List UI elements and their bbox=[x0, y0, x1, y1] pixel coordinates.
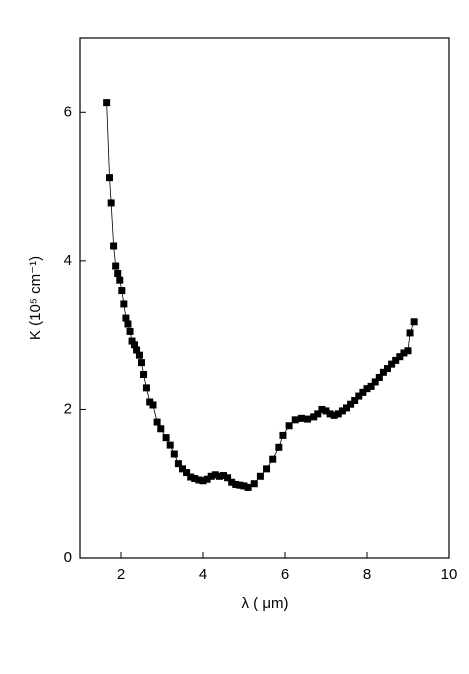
data-point bbox=[410, 318, 418, 326]
data-point bbox=[215, 472, 223, 480]
data-point bbox=[244, 483, 252, 491]
data-point bbox=[240, 482, 248, 490]
data-point bbox=[232, 480, 240, 488]
data-point bbox=[124, 320, 132, 328]
data-point bbox=[392, 356, 400, 364]
data-point bbox=[269, 455, 277, 463]
data-point bbox=[326, 410, 334, 418]
x-tick-label: 6 bbox=[281, 566, 289, 583]
data-point bbox=[359, 388, 367, 396]
data-point bbox=[404, 347, 412, 355]
data-point bbox=[207, 472, 215, 480]
data-point bbox=[183, 469, 191, 477]
data-point bbox=[170, 450, 178, 458]
data-point bbox=[379, 368, 387, 376]
data-point bbox=[355, 392, 363, 400]
x-axis-label: λ ( μm) bbox=[242, 595, 289, 612]
data-point bbox=[120, 300, 128, 308]
data-point bbox=[195, 476, 203, 484]
data-point bbox=[153, 418, 161, 426]
data-point bbox=[318, 405, 326, 413]
data-point bbox=[116, 276, 124, 284]
data-point bbox=[228, 478, 236, 486]
data-point bbox=[224, 474, 232, 482]
data-point bbox=[285, 422, 293, 430]
data-point bbox=[126, 327, 134, 335]
data-point bbox=[203, 475, 211, 483]
data-point bbox=[211, 471, 219, 479]
data-point bbox=[107, 199, 115, 207]
data-point bbox=[191, 475, 199, 483]
data-point bbox=[310, 413, 318, 421]
data-point bbox=[199, 477, 207, 485]
x-tick-label: 2 bbox=[117, 566, 125, 583]
data-point bbox=[157, 425, 165, 433]
data-point bbox=[179, 465, 186, 473]
data-point bbox=[128, 337, 136, 345]
data-point bbox=[131, 341, 139, 349]
data-point bbox=[236, 481, 244, 489]
y-tick-label: 0 bbox=[64, 549, 72, 566]
data-point bbox=[388, 360, 396, 368]
data-point bbox=[174, 460, 182, 468]
data-point bbox=[263, 465, 271, 473]
data-point bbox=[396, 353, 404, 361]
x-tick-label: 10 bbox=[441, 566, 458, 583]
data-point bbox=[275, 443, 283, 451]
x-tick-label: 8 bbox=[363, 566, 371, 583]
y-tick-label: 2 bbox=[64, 400, 72, 417]
data-point bbox=[363, 385, 371, 393]
data-point bbox=[314, 410, 322, 418]
x-tick-label: 4 bbox=[199, 566, 207, 583]
data-point bbox=[367, 382, 375, 390]
data-point bbox=[166, 441, 174, 449]
data-point bbox=[103, 99, 111, 107]
data-point bbox=[250, 480, 258, 488]
data-point bbox=[162, 434, 170, 442]
data-point bbox=[291, 416, 299, 424]
data-point bbox=[406, 329, 414, 337]
data-point bbox=[347, 400, 355, 408]
data-point bbox=[187, 473, 195, 481]
data-point bbox=[297, 414, 305, 422]
data-point bbox=[106, 174, 114, 182]
y-tick-label: 4 bbox=[64, 252, 72, 269]
data-point bbox=[400, 349, 408, 357]
y-axis-label: K (10⁵ cm⁻¹) bbox=[27, 256, 44, 340]
data-point bbox=[330, 411, 338, 419]
data-point bbox=[140, 371, 148, 379]
data-point bbox=[279, 431, 287, 439]
y-tick-label: 6 bbox=[64, 103, 72, 120]
data-point bbox=[304, 415, 312, 423]
data-point bbox=[133, 346, 141, 354]
data-point bbox=[384, 365, 391, 373]
data-point bbox=[112, 262, 120, 270]
data-point bbox=[220, 472, 227, 480]
data-point bbox=[322, 407, 330, 415]
data-point bbox=[149, 401, 157, 409]
data-point bbox=[343, 404, 350, 412]
plot-frame bbox=[79, 37, 450, 559]
data-point bbox=[110, 242, 118, 250]
data-point bbox=[375, 373, 383, 381]
data-point bbox=[138, 359, 145, 367]
data-point bbox=[135, 351, 143, 359]
data-point bbox=[334, 410, 342, 418]
data-point bbox=[256, 472, 264, 480]
data-point bbox=[122, 314, 130, 322]
data-point bbox=[114, 269, 122, 277]
data-point bbox=[338, 407, 346, 415]
data-point bbox=[118, 287, 126, 295]
data-point bbox=[371, 378, 379, 386]
data-point bbox=[351, 397, 359, 405]
data-line bbox=[106, 102, 415, 488]
data-point bbox=[142, 384, 150, 392]
